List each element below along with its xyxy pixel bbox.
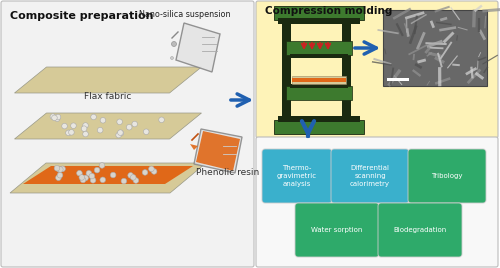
Circle shape (70, 123, 76, 129)
Text: Compression molding: Compression molding (265, 6, 392, 16)
Bar (286, 41, 352, 55)
Circle shape (83, 175, 88, 181)
Circle shape (116, 132, 121, 138)
Circle shape (132, 121, 138, 127)
Circle shape (144, 129, 149, 135)
Circle shape (79, 175, 84, 180)
Polygon shape (23, 166, 193, 184)
Polygon shape (14, 113, 202, 139)
Bar (383, 10, 487, 86)
Circle shape (152, 169, 157, 174)
Circle shape (99, 163, 105, 168)
Circle shape (66, 130, 71, 136)
Circle shape (55, 114, 61, 120)
Circle shape (56, 175, 61, 181)
FancyBboxPatch shape (256, 137, 498, 267)
Text: Thermo-
gravimetric
analysis: Thermo- gravimetric analysis (277, 165, 317, 187)
Circle shape (80, 177, 86, 183)
Text: Tribology: Tribology (431, 173, 463, 179)
Circle shape (57, 172, 63, 178)
Circle shape (68, 129, 74, 135)
Bar (282, 12, 291, 132)
Text: Flax fabric: Flax fabric (84, 92, 132, 101)
FancyBboxPatch shape (378, 203, 462, 257)
Bar (274, 120, 364, 134)
Bar (286, 86, 352, 100)
Circle shape (121, 178, 126, 184)
Circle shape (100, 177, 105, 183)
Circle shape (94, 167, 100, 173)
FancyBboxPatch shape (331, 149, 409, 203)
Bar (274, 6, 364, 20)
Circle shape (142, 170, 148, 175)
Circle shape (126, 124, 132, 130)
Bar (290, 84, 348, 88)
Circle shape (130, 174, 136, 180)
Circle shape (76, 170, 82, 176)
Bar (278, 116, 360, 122)
Polygon shape (176, 23, 220, 72)
Circle shape (98, 127, 103, 133)
Bar (290, 54, 348, 58)
Bar (387, 78, 409, 81)
Bar (342, 12, 351, 132)
FancyBboxPatch shape (256, 1, 498, 138)
FancyBboxPatch shape (262, 149, 332, 203)
Circle shape (100, 117, 105, 123)
Text: Phenolic resin: Phenolic resin (196, 168, 260, 177)
Circle shape (170, 57, 173, 59)
Circle shape (89, 173, 94, 179)
Circle shape (158, 117, 164, 123)
Circle shape (58, 167, 63, 172)
Circle shape (117, 119, 122, 125)
Circle shape (128, 173, 134, 178)
Polygon shape (194, 129, 242, 173)
Circle shape (52, 115, 58, 121)
Circle shape (56, 167, 62, 172)
Bar (292, 78, 346, 82)
Text: Nano-silica suspension: Nano-silica suspension (139, 10, 231, 19)
Circle shape (133, 178, 138, 183)
Bar (292, 76, 346, 84)
Polygon shape (190, 144, 198, 150)
FancyBboxPatch shape (1, 1, 254, 267)
Polygon shape (196, 131, 240, 171)
Circle shape (54, 165, 60, 171)
Text: Biodegradation: Biodegradation (394, 227, 446, 233)
Circle shape (62, 123, 68, 129)
Circle shape (118, 131, 124, 136)
Circle shape (118, 130, 123, 135)
Circle shape (110, 172, 116, 178)
Circle shape (148, 166, 154, 172)
Circle shape (90, 177, 96, 183)
Text: Water sorption: Water sorption (312, 227, 362, 233)
Circle shape (91, 114, 96, 120)
Polygon shape (14, 67, 202, 93)
Text: Composite preparation: Composite preparation (10, 11, 154, 21)
FancyBboxPatch shape (295, 203, 379, 257)
Bar (278, 18, 360, 24)
FancyBboxPatch shape (408, 149, 486, 203)
Circle shape (54, 116, 60, 121)
Circle shape (82, 131, 88, 137)
Circle shape (82, 126, 87, 132)
Circle shape (50, 114, 56, 120)
Circle shape (172, 42, 176, 47)
Circle shape (60, 166, 66, 172)
Circle shape (86, 170, 92, 176)
Polygon shape (10, 163, 206, 193)
Text: Differential
scanning
calorimetry: Differential scanning calorimetry (350, 165, 390, 187)
Circle shape (82, 123, 88, 128)
